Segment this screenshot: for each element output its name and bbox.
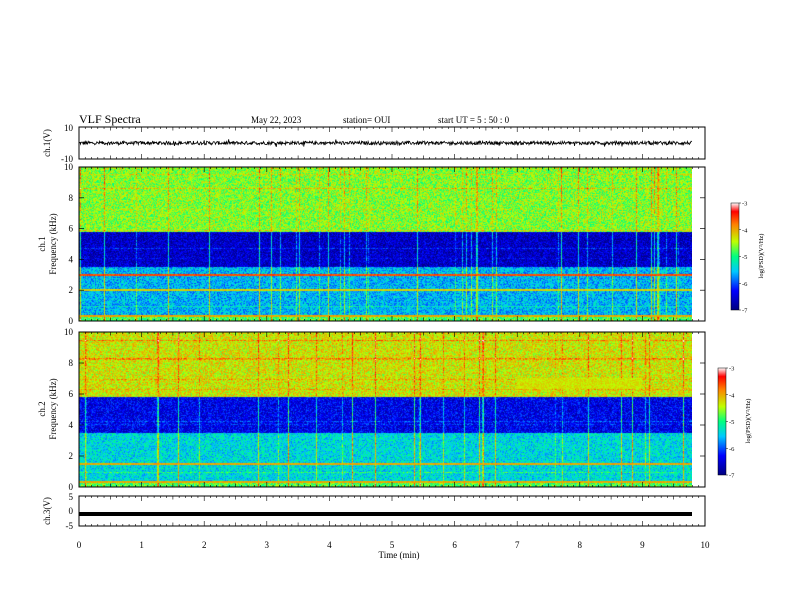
y-tick-label: 4	[69, 420, 74, 430]
x-tick-label: 2	[202, 540, 207, 550]
colorbar-tick-label: -4	[742, 227, 748, 234]
ch2-spec-ylabel: Frequency (kHz)	[48, 378, 58, 439]
y-tick-label: 4	[69, 254, 74, 264]
y-tick-label: 8	[69, 193, 74, 203]
x-tick-label: 4	[327, 540, 332, 550]
ch1-colorbar	[730, 202, 740, 311]
ch2-spectrogram-heatmap	[79, 332, 692, 487]
y-tick-label: 2	[69, 451, 74, 461]
colorbar-tick-label: -7	[742, 308, 748, 315]
ch1-spec-ylabel: Frequency (kHz)	[48, 213, 58, 274]
x-tick-label: 7	[515, 540, 520, 550]
ch1-waveform-panel: 10 -10 ch.1(V)	[42, 123, 706, 164]
colorbar-tick-label: -3	[729, 366, 734, 373]
ch1-ylabel: ch.1(V)	[42, 129, 52, 157]
ch1-ytick-bottom: -10	[61, 154, 73, 164]
y-tick-label: 10	[64, 327, 74, 337]
start-time-label: start UT = 5 : 50 : 0	[438, 115, 510, 125]
x-axis-label: Time (min)	[379, 550, 420, 560]
ch3-waveform-panel: 5 0 -5 ch.3(V)	[42, 492, 706, 531]
station-label: station= OUI	[343, 115, 390, 125]
date-label: May 22, 2023	[251, 115, 302, 125]
colorbar-tick-label: -5	[742, 254, 747, 261]
y-tick-label: 8	[69, 358, 74, 368]
colorbar-tick-label: -3	[742, 201, 747, 208]
x-tick-label: 1	[139, 540, 144, 550]
x-tick-label: 6	[452, 540, 457, 550]
x-tick-label: 8	[578, 540, 583, 550]
ch2-colorbar	[717, 367, 727, 476]
ch1-spectrogram-heatmap	[79, 167, 692, 321]
ch1-ytick-top: 10	[64, 123, 74, 133]
y-tick-label: 2	[69, 285, 74, 295]
colorbar-tick-label: -5	[729, 419, 734, 426]
ch1-waveform-trace	[79, 139, 693, 147]
y-tick-label: 10	[64, 162, 74, 172]
ch1-colorbar-label: log(PSD)(V²/Hz)	[758, 234, 765, 279]
colorbar-tick-label: -7	[729, 473, 735, 480]
x-tick-label: 9	[640, 540, 645, 550]
ch3-ytick-bottom: -5	[66, 521, 74, 531]
y-tick-label: 6	[69, 389, 74, 399]
y-tick-label: 6	[69, 224, 74, 234]
ch3-ylabel: ch.3(V)	[42, 497, 52, 525]
x-tick-label: 10	[701, 540, 711, 550]
ch2-colorbar-label: log(PSD)(V²/Hz)	[745, 399, 752, 444]
ch3-ytick-mid: 0	[69, 506, 74, 516]
x-tick-label: 5	[390, 540, 395, 550]
x-tick-label: 3	[265, 540, 270, 550]
figure-title: VLF Spectra	[79, 112, 141, 126]
ch3-ytick-top: 5	[69, 492, 74, 502]
y-tick-label: 0	[69, 316, 74, 326]
x-tick-label: 0	[77, 540, 82, 550]
colorbar-tick-label: -6	[729, 446, 735, 453]
y-tick-label: 0	[69, 482, 74, 492]
colorbar-tick-label: -6	[742, 281, 748, 288]
colorbar-tick-label: -4	[729, 392, 735, 399]
ch2-spec-channel-label: ch.2	[37, 401, 47, 416]
ch1-spec-channel-label: ch.1	[37, 236, 47, 251]
